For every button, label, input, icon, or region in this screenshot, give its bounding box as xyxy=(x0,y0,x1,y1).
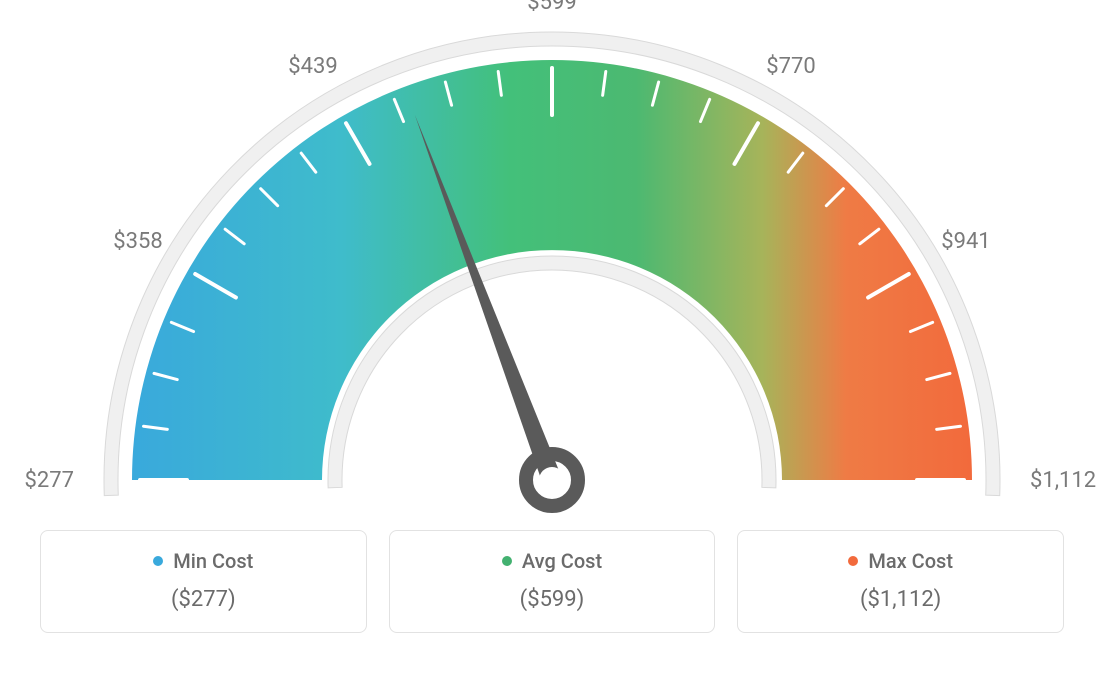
legend-value-min: ($277) xyxy=(51,587,356,612)
gauge-tick-label: $1,112 xyxy=(1030,468,1096,493)
legend-label-max: Max Cost xyxy=(848,549,953,573)
legend-value-max: ($1,112) xyxy=(748,587,1053,612)
legend-card-avg: Avg Cost ($599) xyxy=(389,530,716,633)
legend-label-min: Min Cost xyxy=(153,549,253,573)
gauge-chart: $277 $358 $439 $599 $770 $941 $1,112 xyxy=(0,0,1104,530)
legend-text-max: Max Cost xyxy=(868,549,953,573)
legend-value-avg: ($599) xyxy=(400,587,705,612)
dot-icon xyxy=(502,556,512,566)
gauge-svg: $277 $358 $439 $599 $770 $941 $1,112 xyxy=(0,0,1104,530)
gauge-tick-label: $941 xyxy=(941,229,990,254)
gauge-tick-label: $358 xyxy=(113,229,162,254)
dot-icon xyxy=(848,556,858,566)
gauge-tick-label: $770 xyxy=(766,54,815,79)
legend-row: Min Cost ($277) Avg Cost ($599) Max Cost… xyxy=(0,530,1104,633)
legend-text-min: Min Cost xyxy=(173,549,253,573)
legend-card-min: Min Cost ($277) xyxy=(40,530,367,633)
legend-label-avg: Avg Cost xyxy=(502,549,602,573)
legend-text-avg: Avg Cost xyxy=(522,549,602,573)
legend-card-max: Max Cost ($1,112) xyxy=(737,530,1064,633)
gauge-tick-label: $599 xyxy=(527,0,576,15)
gauge-tick-label: $439 xyxy=(288,54,337,79)
gauge-tick-label: $277 xyxy=(25,468,74,493)
dot-icon xyxy=(153,556,163,566)
